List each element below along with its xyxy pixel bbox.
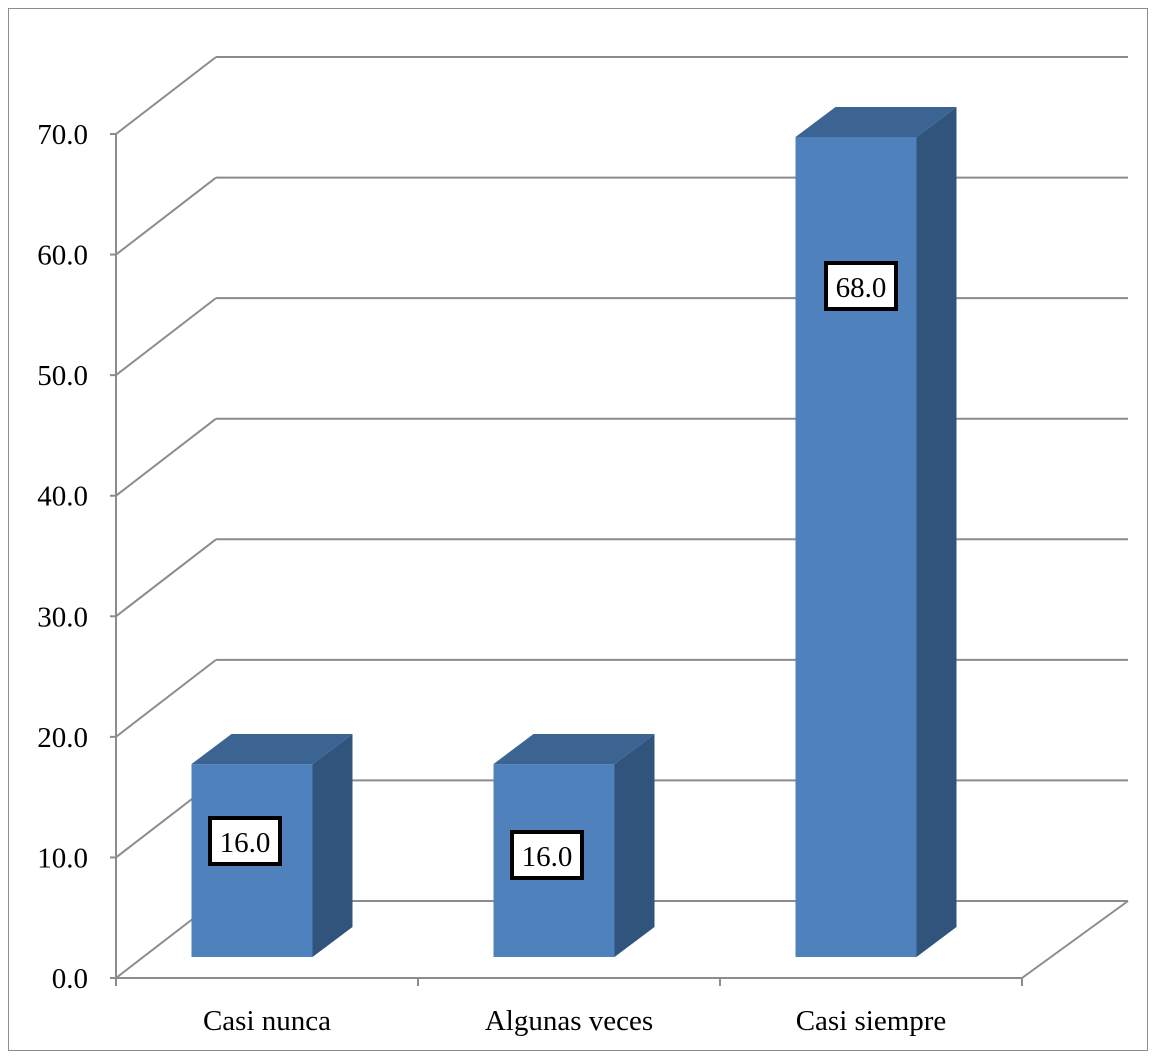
bar-side [916,107,957,957]
y-tick-label: 0.0 [52,963,88,995]
data-label: 68.0 [824,261,898,311]
data-label-box [208,816,282,866]
depth-line [115,659,217,738]
y-tick-label: 10.0 [37,842,88,874]
y-tick-label: 20.0 [37,722,88,754]
data-labels: 16.0 16.0 68.0 [208,261,898,880]
bar-top [795,107,957,137]
data-label: 16.0 [510,830,584,880]
x-axis-tick-labels: Casi nunca Algunas veces Casi siempre [203,1005,946,1037]
data-label-box [510,830,584,880]
depth-line [115,56,217,135]
depth-line [115,417,217,497]
y-tick-label: 70.0 [37,119,88,151]
x-tick-label: Algunas veces [485,1005,653,1037]
x-tick-label: Casi siempre [796,1005,947,1037]
data-label-box [824,261,898,311]
bar-side [312,734,353,957]
depth-line [115,538,217,618]
axes [110,133,1023,986]
y-tick-label: 60.0 [37,240,88,272]
x-tick-label: Casi nunca [203,1005,331,1037]
bar-top [493,734,655,765]
y-tick-label: 40.0 [37,481,88,513]
bar-front [795,137,917,957]
bars [191,107,957,957]
y-tick-label: 50.0 [37,360,88,392]
data-label: 16.0 [208,816,282,866]
depth-line [115,297,217,376]
y-tick-label: 30.0 [37,601,88,633]
bar-top [191,734,353,765]
depth-line [115,176,217,256]
bar [795,107,957,957]
data-label-text: 68.0 [836,272,887,304]
y-axis-tick-labels: 0.0 10.0 20.0 30.0 40.0 50.0 60.0 70.0 [37,119,88,995]
back-wall-gridlines [216,56,1128,782]
data-label-text: 16.0 [220,827,271,859]
floor [216,900,1129,979]
floor-right-edge [1021,900,1129,979]
bar-side [614,734,655,957]
data-label-text: 16.0 [522,841,573,873]
